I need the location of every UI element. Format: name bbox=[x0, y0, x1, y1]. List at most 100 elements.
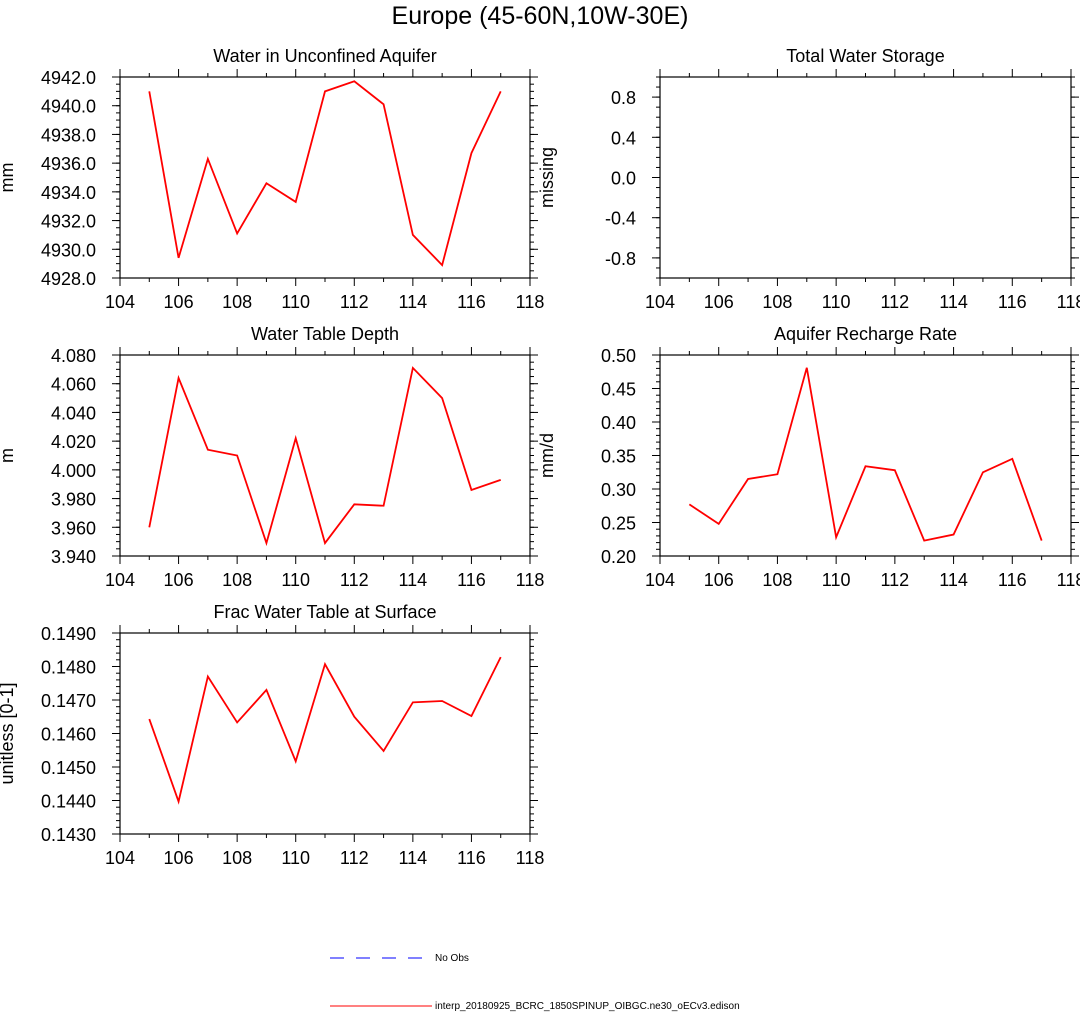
y-tick-label: 0.4 bbox=[611, 128, 636, 148]
y-axis-label: m bbox=[0, 448, 17, 463]
x-tick-label: 118 bbox=[1057, 292, 1080, 312]
x-tick-label: 118 bbox=[516, 848, 545, 868]
y-tick-label: 0.50 bbox=[601, 346, 636, 366]
series-line bbox=[148, 656, 502, 805]
x-tick-label: 108 bbox=[222, 848, 252, 868]
y-tick-label: 3.940 bbox=[51, 547, 96, 567]
y-axis-label: mm/d bbox=[537, 433, 557, 478]
x-tick-label: 112 bbox=[340, 570, 369, 590]
x-tick-label: 110 bbox=[281, 570, 310, 590]
series-line bbox=[148, 80, 502, 267]
y-tick-label: 4932.0 bbox=[41, 212, 96, 232]
panel-total-water-storage: Total Water Storage missing 104 106 108 110 11… bbox=[537, 46, 1080, 312]
x-tick-label: 118 bbox=[516, 570, 545, 590]
y-tick-label: 0.30 bbox=[601, 480, 636, 500]
x-tick-label: 118 bbox=[516, 292, 545, 312]
y-tick-label: 4.000 bbox=[51, 461, 96, 481]
panel-frac-water-table-at-surface: Frac Water Table at Surface unitless [0-1… bbox=[0, 602, 544, 868]
x-tick-label: 114 bbox=[399, 848, 428, 868]
y-tick-label: 0.8 bbox=[611, 88, 636, 108]
x-tick-label: 108 bbox=[222, 292, 252, 312]
chart-title: Total Water Storage bbox=[786, 46, 944, 66]
x-tick-label: 104 bbox=[105, 848, 135, 868]
y-tick-label: 4.020 bbox=[51, 432, 96, 452]
x-tick-label: 108 bbox=[222, 570, 252, 590]
y-tick-label: 4934.0 bbox=[41, 183, 96, 203]
page-title: Europe (45-60N,10W-30E) bbox=[392, 2, 689, 30]
y-tick-label: 4938.0 bbox=[41, 125, 96, 145]
y-tick-label: 4928.0 bbox=[41, 269, 96, 289]
x-tick-label: 112 bbox=[340, 292, 369, 312]
x-tick-label: 106 bbox=[704, 570, 734, 590]
y-tick-label: 0.0 bbox=[611, 169, 636, 189]
plot-frame bbox=[659, 76, 1072, 279]
y-tick-label: 0.1460 bbox=[41, 725, 96, 745]
chart-title: Aquifer Recharge Rate bbox=[774, 324, 957, 344]
x-tick-label: 116 bbox=[998, 292, 1027, 312]
series-line bbox=[688, 367, 1043, 542]
legend-label-model: interp_20180925_BCRC_1850SPINUP_OIBGC.ne… bbox=[435, 1001, 740, 1012]
legend: No Obs interp_20180925_BCRC_1850SPINUP_O… bbox=[330, 953, 740, 1012]
y-tick-label: 0.1490 bbox=[41, 624, 96, 644]
y-tick-label: 0.1470 bbox=[41, 691, 96, 711]
x-tick-label: 104 bbox=[645, 570, 675, 590]
panels: Water in Unconfined Aquifer mm 104 106 108 11… bbox=[0, 46, 1080, 868]
x-tick-label: 112 bbox=[340, 848, 369, 868]
series-line bbox=[148, 366, 502, 547]
y-tick-label: 4.060 bbox=[51, 375, 96, 395]
y-tick-label: -0.4 bbox=[605, 209, 636, 229]
x-tick-label: 114 bbox=[399, 570, 428, 590]
y-tick-label: 4930.0 bbox=[41, 240, 96, 260]
y-tick-label: 0.1480 bbox=[41, 658, 96, 678]
chart-title: Water in Unconfined Aquifer bbox=[213, 46, 436, 66]
y-tick-label: 0.1430 bbox=[41, 825, 96, 845]
x-tick-label: 106 bbox=[164, 570, 194, 590]
y-tick-label: 0.40 bbox=[601, 413, 636, 433]
y-tick-label: 3.980 bbox=[51, 490, 96, 510]
y-tick-label: 3.960 bbox=[51, 518, 96, 538]
x-tick-label: 118 bbox=[1057, 570, 1080, 590]
y-tick-label: 0.20 bbox=[601, 547, 636, 567]
y-tick-label: 4.040 bbox=[51, 403, 96, 423]
chart-title: Water Table Depth bbox=[251, 324, 399, 344]
x-tick-label: 116 bbox=[998, 570, 1027, 590]
x-tick-label: 104 bbox=[105, 570, 135, 590]
y-tick-label: 4936.0 bbox=[41, 154, 96, 174]
y-tick-label: 4.080 bbox=[51, 346, 96, 366]
x-tick-label: 110 bbox=[281, 292, 310, 312]
x-tick-label: 106 bbox=[704, 292, 734, 312]
x-tick-label: 114 bbox=[939, 570, 968, 590]
y-axis-label: mm bbox=[0, 163, 17, 193]
y-tick-label: -0.8 bbox=[605, 249, 636, 269]
x-tick-label: 106 bbox=[164, 848, 194, 868]
x-tick-label: 112 bbox=[881, 292, 910, 312]
y-axis-label: unitless [0-1] bbox=[0, 682, 17, 784]
x-tick-label: 114 bbox=[399, 292, 428, 312]
x-tick-label: 108 bbox=[762, 292, 792, 312]
panel-water-table-depth: Water Table Depth m 104 106 108 110 112 114 116 1… bbox=[0, 324, 544, 590]
x-tick-label: 116 bbox=[457, 570, 486, 590]
panel-water-in-unconfined-aquifer: Water in Unconfined Aquifer mm 104 106 108 11… bbox=[0, 46, 544, 312]
y-tick-label: 0.25 bbox=[601, 514, 636, 534]
x-tick-label: 104 bbox=[105, 292, 135, 312]
y-tick-label: 0.1440 bbox=[41, 792, 96, 812]
x-tick-label: 104 bbox=[645, 292, 675, 312]
chart-title: Frac Water Table at Surface bbox=[213, 602, 436, 622]
x-tick-label: 116 bbox=[457, 848, 486, 868]
x-tick-label: 108 bbox=[762, 570, 792, 590]
y-tick-label: 4942.0 bbox=[41, 68, 96, 88]
x-tick-label: 110 bbox=[281, 848, 310, 868]
y-tick-label: 0.35 bbox=[601, 447, 636, 467]
x-tick-label: 112 bbox=[881, 570, 910, 590]
panel-aquifer-recharge-rate: Aquifer Recharge Rate mm/d 104 106 108 110 112… bbox=[537, 324, 1080, 590]
legend-label-obs: No Obs bbox=[435, 953, 469, 964]
y-tick-label: 0.1450 bbox=[41, 758, 96, 778]
x-tick-label: 106 bbox=[164, 292, 194, 312]
y-tick-label: 4940.0 bbox=[41, 97, 96, 117]
y-tick-label: 0.45 bbox=[601, 380, 636, 400]
plot-frame bbox=[659, 354, 1072, 557]
x-tick-label: 116 bbox=[457, 292, 486, 312]
x-tick-label: 110 bbox=[822, 292, 851, 312]
y-axis-label: missing bbox=[537, 147, 557, 208]
